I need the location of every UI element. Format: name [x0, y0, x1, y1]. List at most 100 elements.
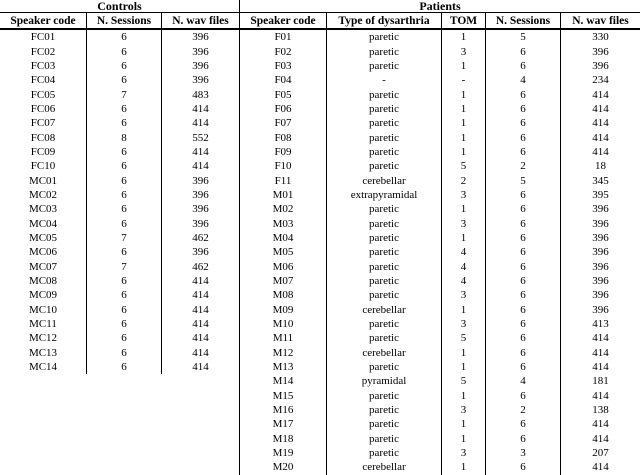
dysarthria-type-cell: cerebellar — [327, 460, 442, 475]
table-row: FC07 6 414 — [0, 116, 239, 131]
tom-cell: 1 — [442, 202, 486, 217]
tom-cell: 1 — [442, 359, 486, 375]
patients-table-body: F01 paretic 1 5 330 F02 paretic 3 6 396 … — [240, 30, 640, 475]
n-wav-files-cell: 414 — [592, 432, 609, 445]
table-row: M09 cerebellar 1 6 396 — [240, 302, 640, 317]
n-wav-files-cell: 414 — [192, 303, 209, 316]
table-row: MC08 6 414 — [0, 273, 239, 289]
n-wav-files-cell: 396 — [192, 188, 209, 201]
dysarthria-type-cell: paretic — [327, 58, 442, 74]
n-wav-files-cell: 462 — [192, 231, 209, 244]
dysarthria-type-cell: paretic — [327, 359, 442, 375]
n-sessions-cell: 6 — [486, 359, 561, 375]
dysarthria-type-cell: paretic — [327, 316, 442, 332]
n-sessions-cell: 6 — [87, 58, 162, 74]
n-wav-files-cell: 396 — [192, 74, 209, 87]
n-wav-files-cell: 414 — [192, 160, 209, 173]
table-row: MC09 6 414 — [0, 288, 239, 303]
speaker-code-cell: F01 — [240, 30, 327, 45]
table-row: MC07 7 462 — [0, 259, 239, 274]
n-sessions-cell: 6 — [486, 288, 561, 303]
n-sessions-cell: 5 — [486, 173, 561, 188]
n-sessions-cell: 6 — [87, 144, 162, 160]
dysarthria-type-cell: paretic — [327, 216, 442, 231]
table-row: F04 - - 4 234 — [240, 73, 640, 88]
dysarthria-type-cell: paretic — [327, 431, 442, 446]
table-row: F06 paretic 1 6 414 — [240, 101, 640, 117]
n-sessions-cell: 7 — [87, 259, 162, 274]
speaker-code-cell: MC09 — [0, 288, 87, 303]
dysarthria-type-cell: paretic — [327, 417, 442, 432]
tom-cell: 1 — [442, 116, 486, 131]
speaker-code-cell: M04 — [240, 230, 327, 246]
n-sessions-cell: 6 — [486, 316, 561, 332]
n-wav-files-cell: 396 — [592, 45, 609, 58]
speaker-code-cell: FC09 — [0, 144, 87, 160]
table-row: F02 paretic 3 6 396 — [240, 44, 640, 59]
table-row: F09 paretic 1 6 414 — [240, 144, 640, 160]
n-sessions-cell: 6 — [87, 73, 162, 88]
tom-cell: 2 — [442, 173, 486, 188]
controls-table: Controls Speaker code N. Sessions N. wav… — [0, 0, 239, 375]
n-sessions-cell: 6 — [87, 273, 162, 289]
n-sessions-cell: 6 — [486, 116, 561, 131]
tom-cell: 1 — [442, 58, 486, 74]
patients-header-tom: TOM — [442, 13, 486, 28]
n-wav-files-cell: 396 — [592, 59, 609, 72]
n-sessions-cell: 6 — [87, 173, 162, 188]
dysarthria-type-cell: paretic — [327, 202, 442, 217]
speaker-code-cell: MC05 — [0, 230, 87, 246]
table-row: F01 paretic 1 5 330 — [240, 30, 640, 45]
table-row: FC02 6 396 — [0, 44, 239, 59]
speaker-code-cell: M19 — [240, 445, 327, 461]
n-wav-files-cell: 414 — [192, 102, 209, 115]
speaker-code-cell: M08 — [240, 288, 327, 303]
n-sessions-cell: 6 — [486, 417, 561, 432]
speaker-code-cell: F06 — [240, 101, 327, 117]
n-sessions-cell: 2 — [486, 159, 561, 174]
speaker-code-cell: M14 — [240, 374, 327, 389]
n-sessions-cell: 6 — [486, 216, 561, 231]
controls-header-speaker-code: Speaker code — [0, 13, 87, 28]
tom-cell: 1 — [442, 30, 486, 45]
n-sessions-cell: 6 — [486, 58, 561, 74]
table-row: M13 paretic 1 6 414 — [240, 359, 640, 375]
n-wav-files-cell: 396 — [592, 289, 609, 302]
tom-cell: 1 — [442, 130, 486, 145]
n-wav-files-cell: 414 — [592, 461, 609, 474]
n-wav-files-cell: 330 — [592, 31, 609, 44]
n-sessions-cell: 6 — [486, 345, 561, 360]
table-row: M08 paretic 3 6 396 — [240, 288, 640, 303]
table-row: M18 paretic 1 6 414 — [240, 431, 640, 446]
dysarthria-type-cell: cerebellar — [327, 302, 442, 317]
n-sessions-cell: 6 — [87, 331, 162, 346]
tom-cell: 5 — [442, 159, 486, 174]
tom-cell: 3 — [442, 216, 486, 231]
n-wav-files-cell: 414 — [192, 275, 209, 288]
n-sessions-cell: 8 — [87, 130, 162, 145]
tom-cell: 1 — [442, 87, 486, 102]
n-wav-files-cell: 396 — [192, 174, 209, 187]
speaker-code-cell: FC08 — [0, 130, 87, 145]
speaker-code-cell: M01 — [240, 187, 327, 203]
n-sessions-cell: 6 — [486, 130, 561, 145]
n-sessions-cell: 4 — [486, 73, 561, 88]
controls-header-row: Speaker code N. Sessions N. wav files — [0, 13, 239, 30]
speaker-code-cell: F04 — [240, 73, 327, 88]
n-wav-files-cell: 462 — [192, 260, 209, 273]
tom-cell: - — [442, 73, 486, 88]
dysarthria-type-cell: paretic — [327, 259, 442, 274]
speaker-code-cell: MC13 — [0, 345, 87, 360]
speaker-code-cell: M05 — [240, 245, 327, 260]
speaker-code-cell: MC03 — [0, 202, 87, 217]
table-row: FC05 7 483 — [0, 87, 239, 102]
dysarthria-type-cell: paretic — [327, 288, 442, 303]
n-wav-files-cell: 414 — [192, 346, 209, 359]
dysarthria-type-cell: - — [327, 73, 442, 88]
table-row: F10 paretic 5 2 18 — [240, 159, 640, 174]
table-row: M03 paretic 3 6 396 — [240, 216, 640, 231]
n-sessions-cell: 5 — [486, 30, 561, 45]
speaker-code-cell: F03 — [240, 58, 327, 74]
table-row: F08 paretic 1 6 414 — [240, 130, 640, 145]
table-row: FC06 6 414 — [0, 101, 239, 117]
